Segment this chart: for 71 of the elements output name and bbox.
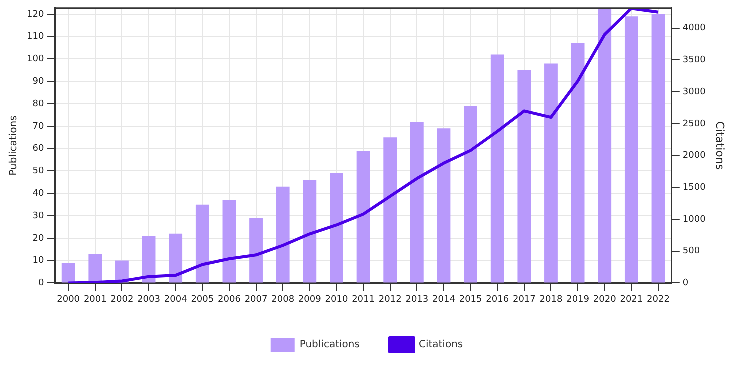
x-tick-label: 2004 <box>164 294 188 305</box>
y-tick-label: 40 <box>32 188 44 199</box>
bar <box>490 54 504 283</box>
x-tick-label: 2008 <box>272 294 295 305</box>
x-tick-label: 2010 <box>325 294 348 305</box>
bar <box>624 16 638 283</box>
y-tick-label: 50 <box>32 166 44 177</box>
x-tick-label: 2003 <box>138 294 160 305</box>
x-tick-label: 2021 <box>620 294 644 305</box>
bar <box>410 122 424 283</box>
bar <box>384 138 398 283</box>
x-tick-label: 2005 <box>191 294 214 305</box>
y-axis-title: Publications <box>8 116 20 176</box>
bar <box>356 151 370 283</box>
x-tick-label: 2014 <box>432 294 456 305</box>
x-tick-label: 2011 <box>352 294 375 305</box>
x-tick-label: 2020 <box>593 294 617 305</box>
bar <box>330 173 344 283</box>
bar <box>196 204 210 283</box>
y-tick-label: 0 <box>38 278 44 289</box>
x-tick-label: 2013 <box>406 294 429 305</box>
x-tick-label: 2012 <box>378 294 402 305</box>
y-tick-label: 30 <box>32 211 44 222</box>
bar <box>88 254 102 283</box>
x-tick-label: 2017 <box>512 294 536 305</box>
x-tick-label: 2000 <box>57 294 80 305</box>
legend-label: Citations <box>418 340 464 351</box>
bar <box>544 64 558 283</box>
bar <box>518 70 532 283</box>
bar <box>142 236 156 283</box>
y2-tick-label: 0 <box>682 278 689 289</box>
x-tick-label: 2019 <box>566 294 590 305</box>
y2-tick-label: 3500 <box>682 56 706 66</box>
bar <box>652 14 666 283</box>
y-tick-label: 80 <box>32 99 44 110</box>
legend-label: Publications <box>300 340 360 351</box>
bar <box>571 44 585 283</box>
bar <box>464 106 478 283</box>
y-tick-label: 20 <box>32 234 44 244</box>
y2-tick-label: 4000 <box>682 24 706 34</box>
bar <box>250 218 263 283</box>
x-tick-label: 2002 <box>110 294 134 305</box>
bar <box>169 234 183 283</box>
y2-axis-title: Citations <box>714 122 727 170</box>
y2-tick-label: 2000 <box>682 151 706 162</box>
bar <box>303 180 317 283</box>
bar <box>276 186 290 283</box>
x-tick-label: 2001 <box>84 294 107 305</box>
y-tick-label: 70 <box>32 122 44 132</box>
bar <box>222 200 236 283</box>
y-tick-label: 120 <box>26 10 44 20</box>
x-tick-label: 2009 <box>298 294 322 305</box>
x-tick-label: 2018 <box>540 294 563 305</box>
x-tick-label: 2015 <box>459 294 482 305</box>
y2-tick-label: 500 <box>682 246 700 257</box>
x-tick-label: 2007 <box>244 294 268 305</box>
y2-tick-label: 2500 <box>682 119 706 130</box>
y2-tick-label: 3000 <box>682 87 706 98</box>
y-tick-label: 110 <box>26 32 44 42</box>
x-tick-label: 2006 <box>218 294 242 305</box>
y-tick-label: 100 <box>26 54 44 65</box>
x-tick-label: 2016 <box>486 294 510 305</box>
y-tick-label: 90 <box>32 76 44 87</box>
bar <box>437 128 451 283</box>
bar <box>598 8 612 283</box>
y2-tick-label: 1500 <box>682 182 706 193</box>
y2-tick-label: 1000 <box>682 214 706 225</box>
x-tick-label: 2022 <box>647 294 670 305</box>
y-tick-label: 60 <box>32 144 44 154</box>
bar <box>62 263 76 283</box>
y-tick-label: 10 <box>32 256 44 266</box>
